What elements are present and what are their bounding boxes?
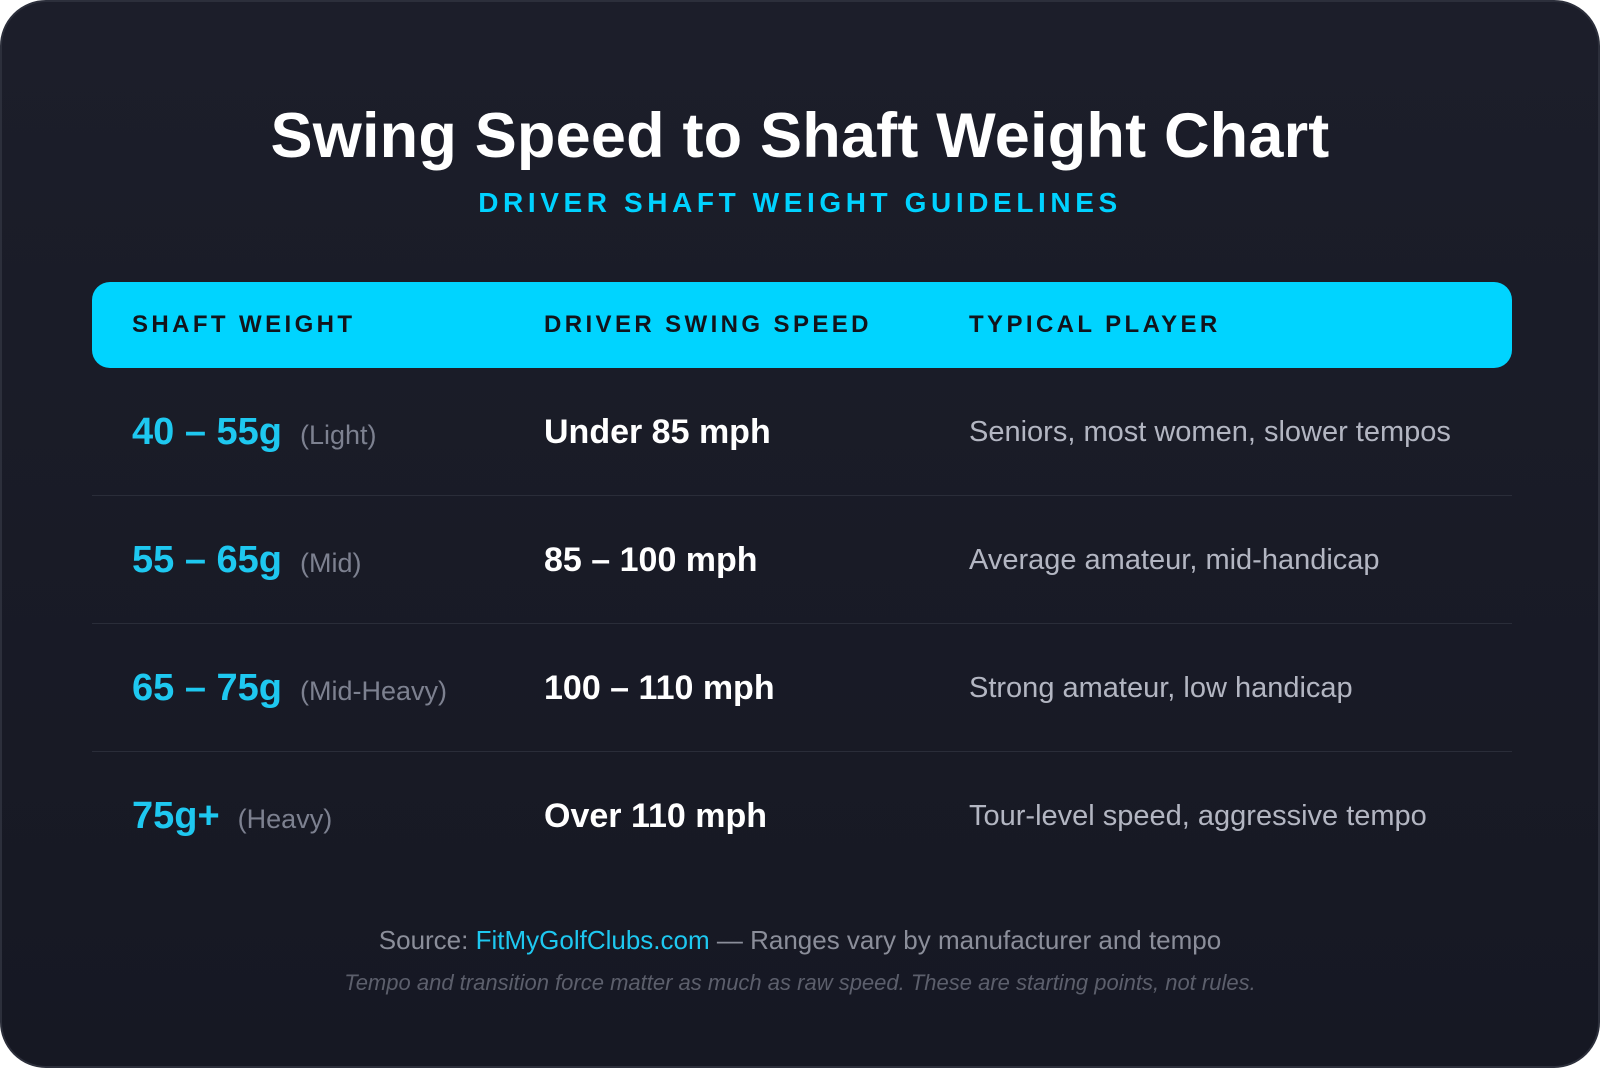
source-suffix: — Ranges vary by manufacturer and tempo — [709, 925, 1222, 955]
table-header: SHAFT WEIGHT DRIVER SWING SPEED TYPICAL … — [92, 282, 1512, 368]
table-row: 65 – 75g (Mid-Heavy) 100 – 110 mph Strong… — [92, 624, 1512, 752]
column-header-shaft-weight: SHAFT WEIGHT — [132, 311, 356, 338]
shaft-weight-cell: 40 – 55g (Light) — [132, 368, 377, 504]
table-row: 75g+ (Heavy) Over 110 mph Tour-level spee… — [92, 752, 1512, 880]
table-row: 40 – 55g (Light) Under 85 mph Seniors, mo… — [92, 368, 1512, 496]
shaft-weight-cell: 55 – 65g (Mid) — [132, 496, 362, 632]
weight-class-label: (Mid) — [300, 548, 362, 578]
swing-speed-cell: Under 85 mph — [544, 413, 771, 451]
typical-player-cell: Strong amateur, low handicap — [969, 672, 1353, 704]
chart-subtitle: DRIVER SHAFT WEIGHT GUIDELINES — [478, 187, 1122, 218]
footnote: Tempo and transition force matter as muc… — [344, 970, 1256, 995]
swing-speed-cell: 85 – 100 mph — [544, 541, 758, 579]
weight-range: 40 – 55g — [132, 411, 282, 453]
swing-speed-cell: 100 – 110 mph — [544, 669, 775, 707]
weight-range: 55 – 65g — [132, 539, 282, 581]
column-header-typical-player: TYPICAL PLAYER — [969, 311, 1221, 338]
source-prefix: Source: — [378, 925, 476, 955]
typical-player-cell: Seniors, most women, slower tempos — [969, 416, 1451, 448]
weight-class-label: (Mid-Heavy) — [300, 676, 448, 706]
typical-player-cell: Tour-level speed, aggressive tempo — [969, 800, 1427, 832]
shaft-weight-cell: 75g+ (Heavy) — [132, 752, 332, 888]
shaft-weight-table: SHAFT WEIGHT DRIVER SWING SPEED TYPICAL … — [92, 282, 1512, 880]
weight-range: 65 – 75g — [132, 667, 282, 709]
source-link[interactable]: FitMyGolfClubs.com — [475, 925, 710, 955]
weight-class-label: (Light) — [300, 420, 377, 450]
swing-speed-cell: Over 110 mph — [544, 797, 768, 835]
shaft-weight-cell: 65 – 75g (Mid-Heavy) — [132, 624, 447, 760]
weight-range: 75g+ — [132, 795, 220, 837]
weight-class-label: (Heavy) — [237, 804, 333, 834]
column-header-driver-swing-speed: DRIVER SWING SPEED — [544, 311, 872, 338]
typical-player-cell: Average amateur, mid-handicap — [969, 544, 1380, 576]
source-line: Source: FitMyGolfClubs.com — Ranges vary… — [2, 924, 1598, 956]
table-row: 55 – 65g (Mid) 85 – 100 mph Average amate… — [92, 496, 1512, 624]
chart-title: Swing Speed to Shaft Weight Chart — [270, 101, 1330, 171]
